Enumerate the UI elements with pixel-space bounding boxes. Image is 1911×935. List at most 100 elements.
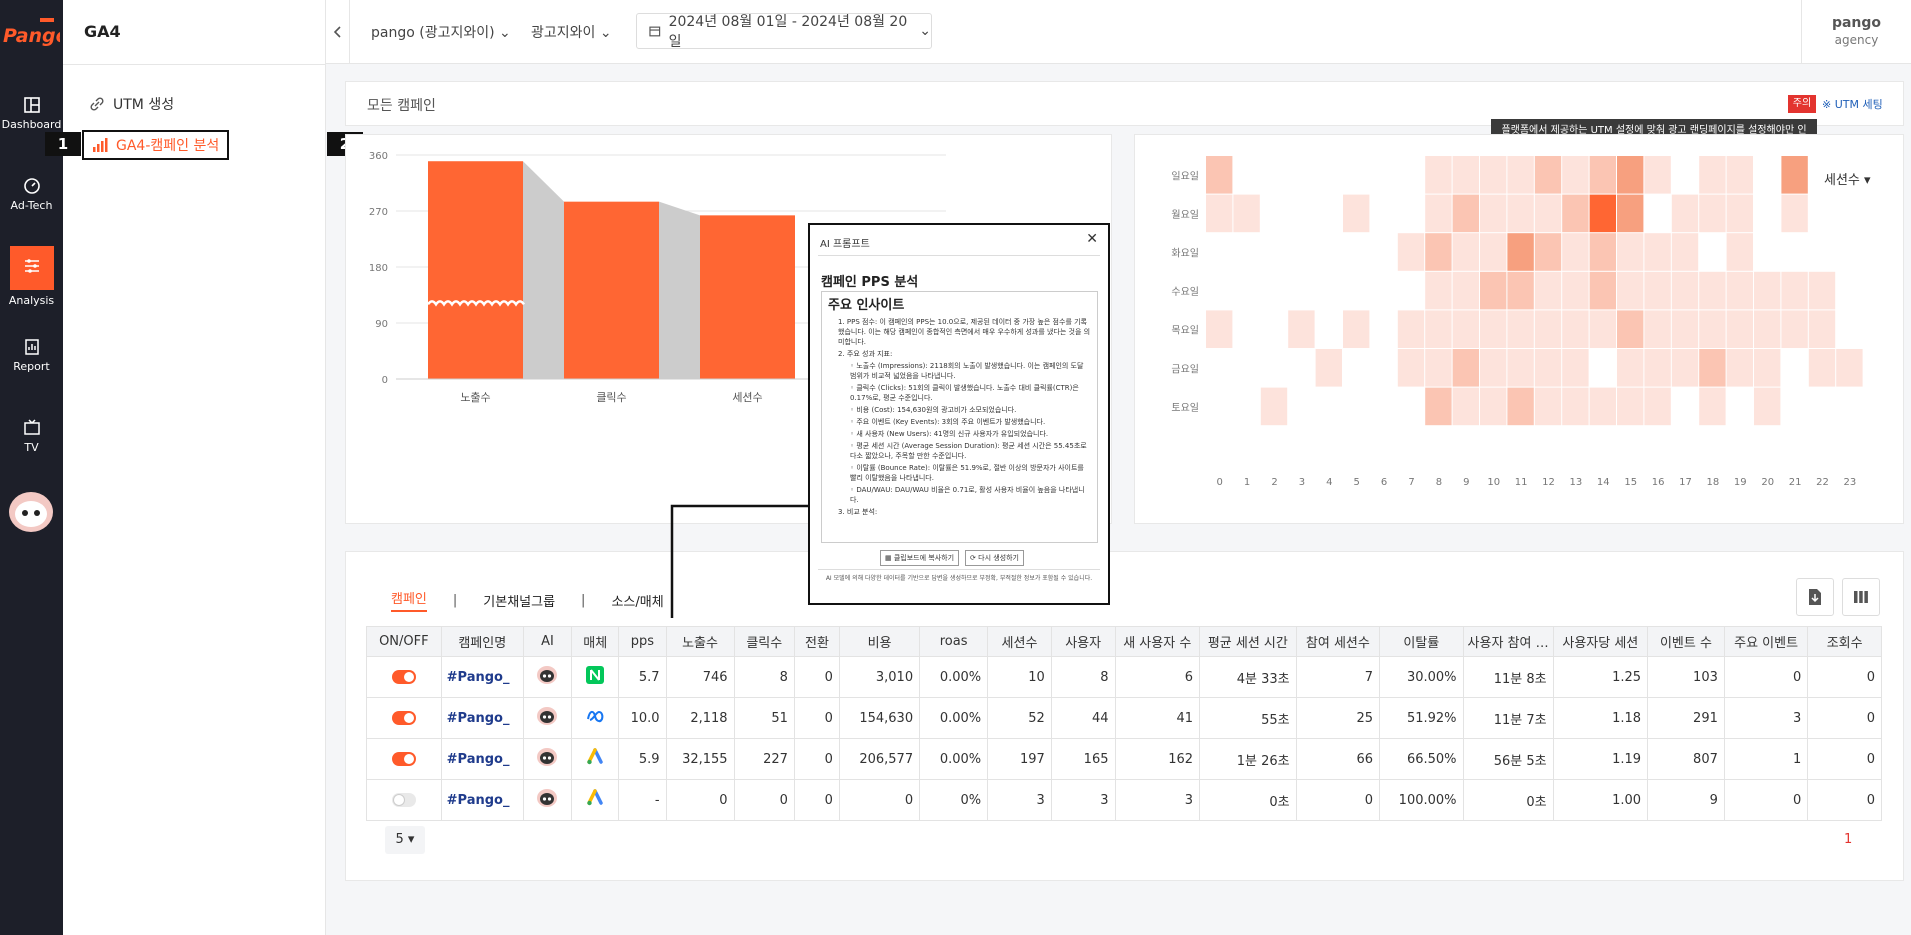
heat-cell[interactable] — [1671, 271, 1699, 310]
heat-cell[interactable] — [1507, 310, 1534, 348]
heat-cell[interactable] — [1699, 271, 1726, 310]
heat-cell[interactable] — [1480, 156, 1507, 194]
heat-cell[interactable] — [1288, 310, 1315, 348]
column-header[interactable]: 조회수 — [1807, 626, 1882, 657]
heat-cell[interactable] — [1480, 194, 1507, 233]
sub-account-dropdown[interactable]: 광고지와이 ⌄ — [531, 22, 612, 42]
cell-campaign-name[interactable]: #Pango_ — [440, 697, 524, 739]
heat-cell[interactable] — [1671, 233, 1699, 271]
heat-cell[interactable] — [1425, 156, 1452, 194]
heat-cell[interactable] — [1507, 271, 1534, 310]
column-header[interactable]: 비용 — [838, 626, 921, 657]
heat-cell[interactable] — [1206, 310, 1233, 348]
heat-cell[interactable] — [1699, 194, 1726, 233]
heat-cell[interactable] — [1452, 310, 1479, 348]
heat-cell[interactable] — [1206, 194, 1233, 233]
tab-campaign[interactable]: 캠페인 — [391, 588, 427, 612]
heat-cell[interactable] — [1260, 387, 1288, 426]
copy-clipboard-button[interactable]: ▦ 클립보드에 복사하기 — [880, 550, 960, 566]
heat-cell[interactable] — [1562, 310, 1589, 348]
heat-cell[interactable] — [1617, 233, 1644, 271]
bar[interactable] — [700, 215, 795, 379]
column-header[interactable]: 이탈률 — [1379, 626, 1464, 657]
heat-cell[interactable] — [1617, 310, 1644, 348]
heat-cell[interactable] — [1617, 194, 1644, 233]
rail-item-analysis[interactable]: Analysis — [0, 246, 63, 308]
utm-setting-link[interactable]: ※ UTM 세팅 — [1822, 98, 1883, 111]
tab-channel-group[interactable]: 기본채널그룹 — [483, 594, 556, 610]
ai-robot-icon[interactable] — [536, 788, 558, 808]
ai-robot-icon[interactable] — [536, 665, 558, 685]
heat-cell[interactable] — [1534, 233, 1562, 271]
column-header[interactable]: roas — [919, 626, 989, 657]
warning-badge[interactable]: 주의 — [1788, 95, 1816, 113]
heat-cell[interactable] — [1452, 271, 1479, 310]
heat-cell[interactable] — [1754, 310, 1781, 348]
rail-item-report[interactable]: Report — [0, 338, 63, 400]
heat-cell[interactable] — [1425, 271, 1452, 310]
heat-cell[interactable] — [1480, 387, 1507, 426]
heat-cell[interactable] — [1589, 194, 1616, 233]
column-header[interactable]: 매체 — [571, 626, 620, 657]
column-header[interactable]: 세션수 — [987, 626, 1052, 657]
column-header[interactable]: 클릭수 — [733, 626, 795, 657]
cell-campaign-name[interactable]: #Pango_ — [440, 779, 524, 821]
tab-source-medium[interactable]: 소스/매체 — [611, 594, 664, 610]
heat-cell[interactable] — [1754, 349, 1781, 387]
account-dropdown[interactable]: pango (광고지와이) ⌄ — [371, 22, 511, 42]
heat-cell[interactable] — [1480, 349, 1507, 387]
heat-cell[interactable] — [1644, 310, 1671, 348]
heat-cell[interactable] — [1534, 271, 1562, 310]
ai-robot-icon[interactable] — [536, 706, 558, 726]
close-icon[interactable]: ✕ — [1086, 231, 1098, 247]
heat-cell[interactable] — [1589, 271, 1616, 310]
campaign-toggle[interactable] — [391, 670, 416, 684]
heat-cell[interactable] — [1726, 310, 1753, 348]
heat-cell[interactable] — [1397, 349, 1425, 387]
heat-cell[interactable] — [1589, 387, 1616, 426]
cell-campaign-name[interactable]: #Pango_ — [440, 656, 524, 698]
heat-cell[interactable] — [1452, 349, 1479, 387]
bar[interactable] — [564, 201, 659, 379]
heat-cell[interactable] — [1507, 387, 1534, 426]
heat-cell[interactable] — [1480, 310, 1507, 348]
heat-cell[interactable] — [1589, 233, 1616, 271]
rail-item-adtech[interactable]: Ad-Tech — [0, 177, 63, 239]
user-menu[interactable]: pango agency — [1801, 0, 1911, 64]
heat-cell[interactable] — [1534, 194, 1562, 233]
column-header[interactable]: 사용자 — [1050, 626, 1116, 657]
heat-cell[interactable] — [1343, 194, 1370, 233]
heat-cell[interactable] — [1699, 156, 1726, 194]
heat-cell[interactable] — [1534, 156, 1562, 194]
heat-cell[interactable] — [1644, 387, 1671, 426]
heat-cell[interactable] — [1562, 349, 1589, 387]
heat-cell[interactable] — [1754, 387, 1781, 426]
ai-robot-icon[interactable] — [536, 747, 558, 767]
bar[interactable] — [428, 161, 523, 379]
heat-cell[interactable] — [1507, 156, 1534, 194]
heat-cell[interactable] — [1699, 310, 1726, 348]
heat-cell[interactable] — [1808, 271, 1836, 310]
heat-cell[interactable] — [1726, 271, 1753, 310]
column-header[interactable]: 새 사용자 수 — [1114, 626, 1201, 657]
heat-cell[interactable] — [1781, 194, 1808, 233]
heat-cell[interactable] — [1726, 156, 1753, 194]
cell-ai[interactable] — [522, 738, 573, 780]
heat-cell[interactable] — [1425, 387, 1452, 426]
heat-cell[interactable] — [1617, 387, 1644, 426]
heat-cell[interactable] — [1617, 156, 1644, 194]
heat-cell[interactable] — [1425, 194, 1452, 233]
heat-cell[interactable] — [1589, 310, 1616, 348]
cell-campaign-name[interactable]: #Pango_ — [440, 738, 524, 780]
heat-cell[interactable] — [1726, 194, 1753, 233]
heat-cell[interactable] — [1397, 233, 1425, 271]
heat-cell[interactable] — [1562, 233, 1589, 271]
heat-cell[interactable] — [1617, 271, 1644, 310]
column-header[interactable]: 사용자당 세션 — [1552, 626, 1649, 657]
heat-cell[interactable] — [1644, 156, 1671, 194]
heat-cell[interactable] — [1671, 194, 1699, 233]
cell-ai[interactable] — [522, 656, 573, 698]
heat-cell[interactable] — [1562, 387, 1589, 426]
heat-cell[interactable] — [1726, 349, 1753, 387]
heat-cell[interactable] — [1452, 233, 1479, 271]
